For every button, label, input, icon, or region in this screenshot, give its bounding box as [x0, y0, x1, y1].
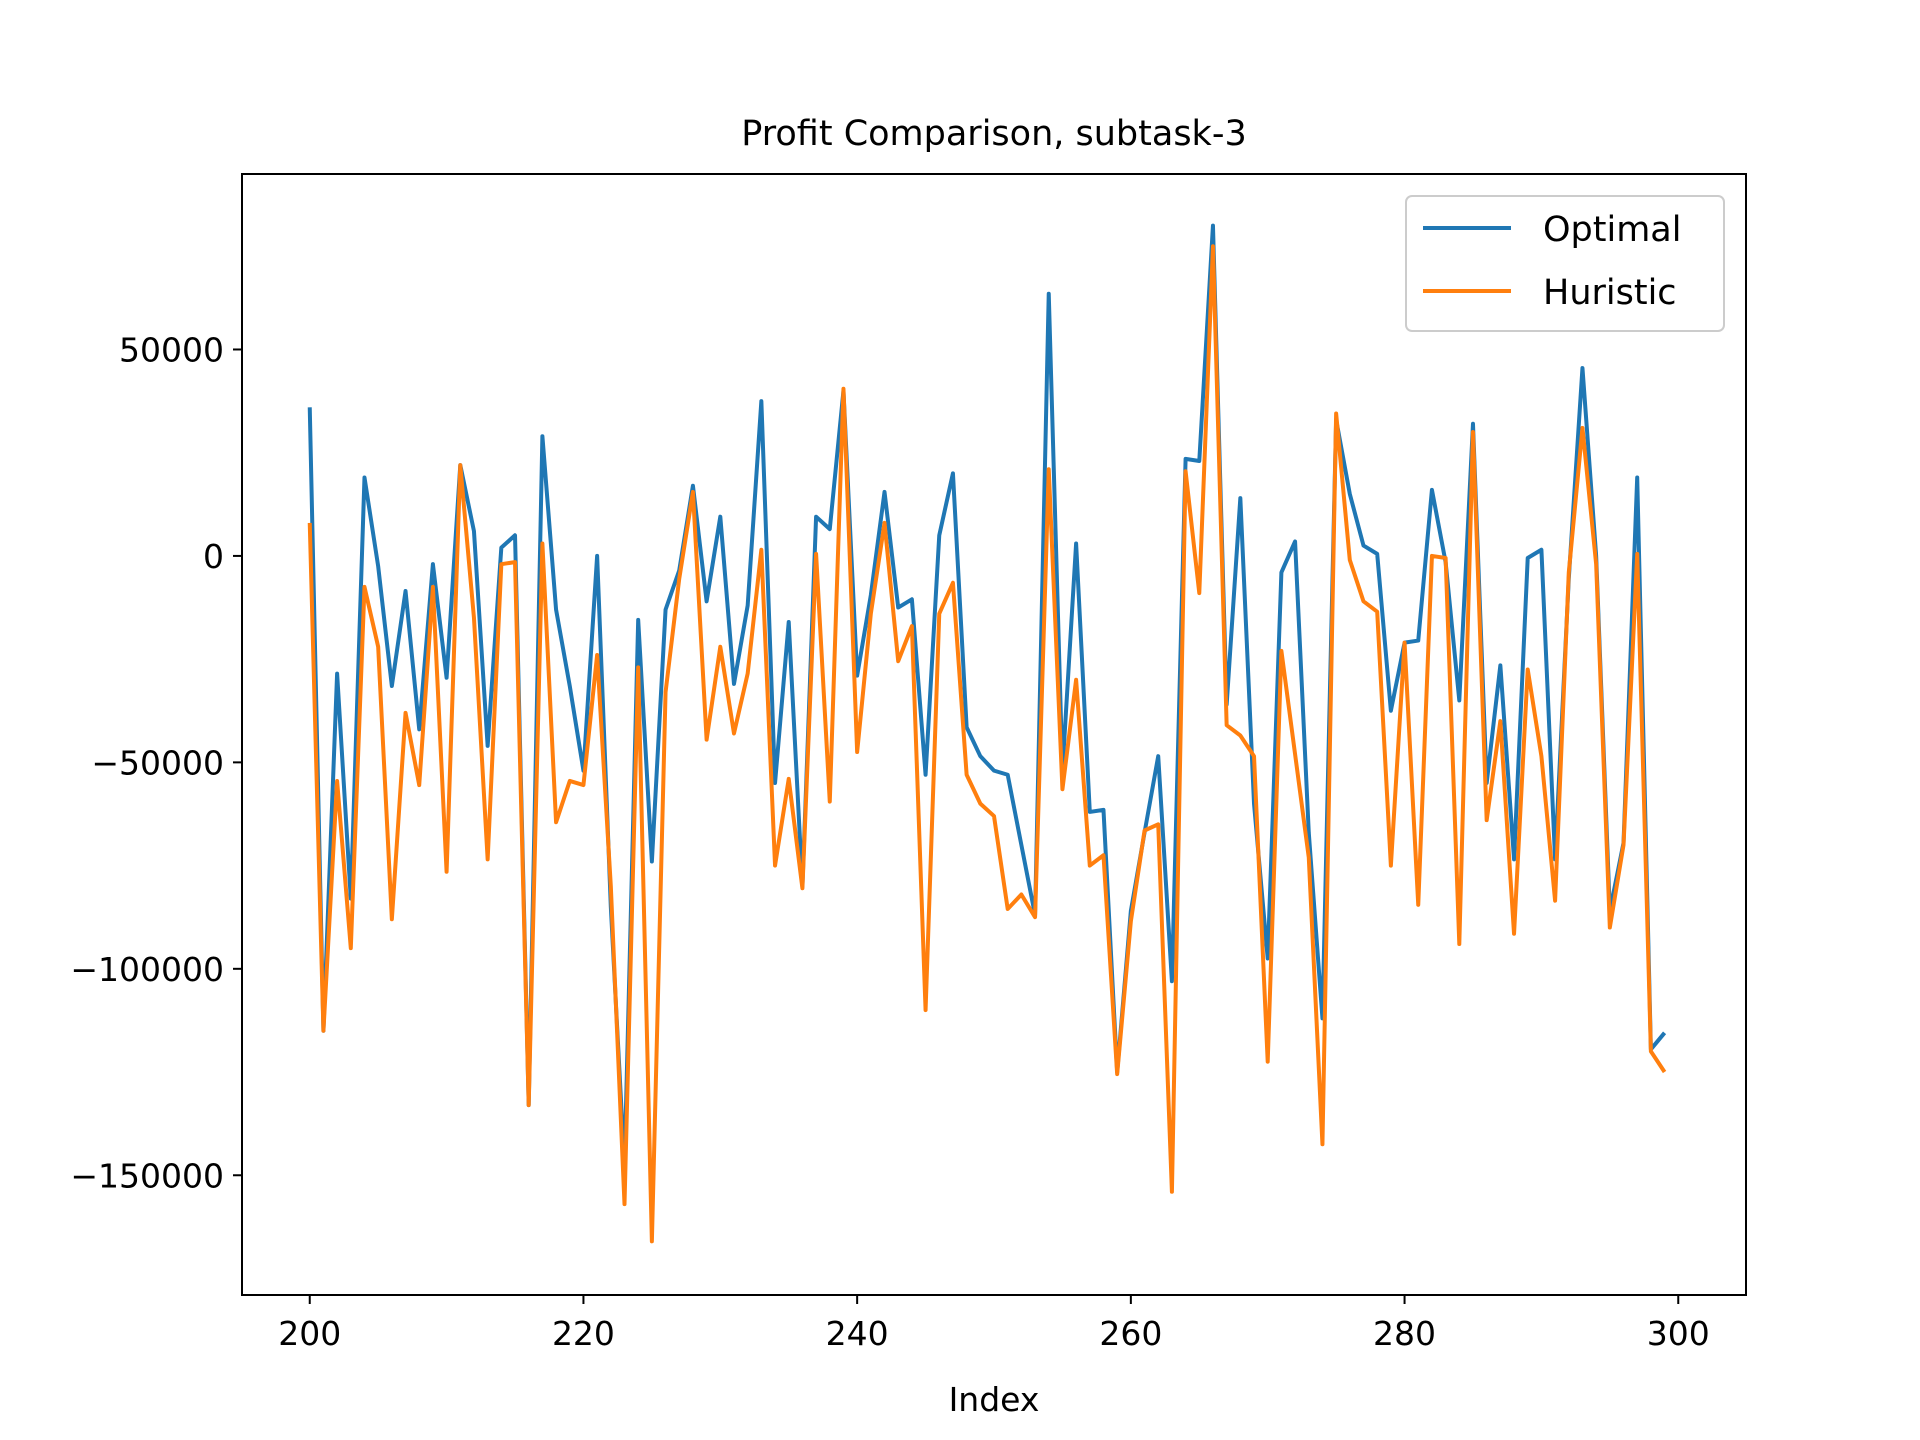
legend-label-optimal: Optimal — [1543, 210, 1681, 250]
x-axis-label: Index — [949, 1380, 1040, 1419]
y-tick-label: −150000 — [70, 1156, 224, 1195]
y-tick-label: 50000 — [119, 330, 224, 369]
y-tick-label: −50000 — [91, 743, 224, 782]
x-tick-label: 220 — [552, 1314, 615, 1353]
x-tick-label: 200 — [278, 1314, 341, 1353]
series-line-optimal — [307, 223, 1667, 1169]
legend: Optimal Huristic — [1405, 195, 1725, 332]
y-tick-label: −100000 — [70, 950, 224, 989]
x-tick-label: 240 — [826, 1314, 889, 1353]
series-line-huristic — [307, 244, 1667, 1244]
legend-label-huristic: Huristic — [1543, 273, 1677, 313]
x-tick-label: 280 — [1373, 1314, 1436, 1353]
chart-title: Profit Comparison, subtask-3 — [741, 114, 1246, 154]
plot-frame — [241, 173, 1747, 1296]
y-axis: −150000 −100000 −50000 0 50000 — [70, 330, 242, 1195]
y-tick-label: 0 — [203, 537, 224, 576]
x-axis: 200 220 240 260 280 300 — [278, 1295, 1710, 1353]
x-tick-label: 300 — [1647, 1314, 1710, 1353]
series-layer — [307, 223, 1667, 1244]
x-tick-label: 260 — [1099, 1314, 1162, 1353]
